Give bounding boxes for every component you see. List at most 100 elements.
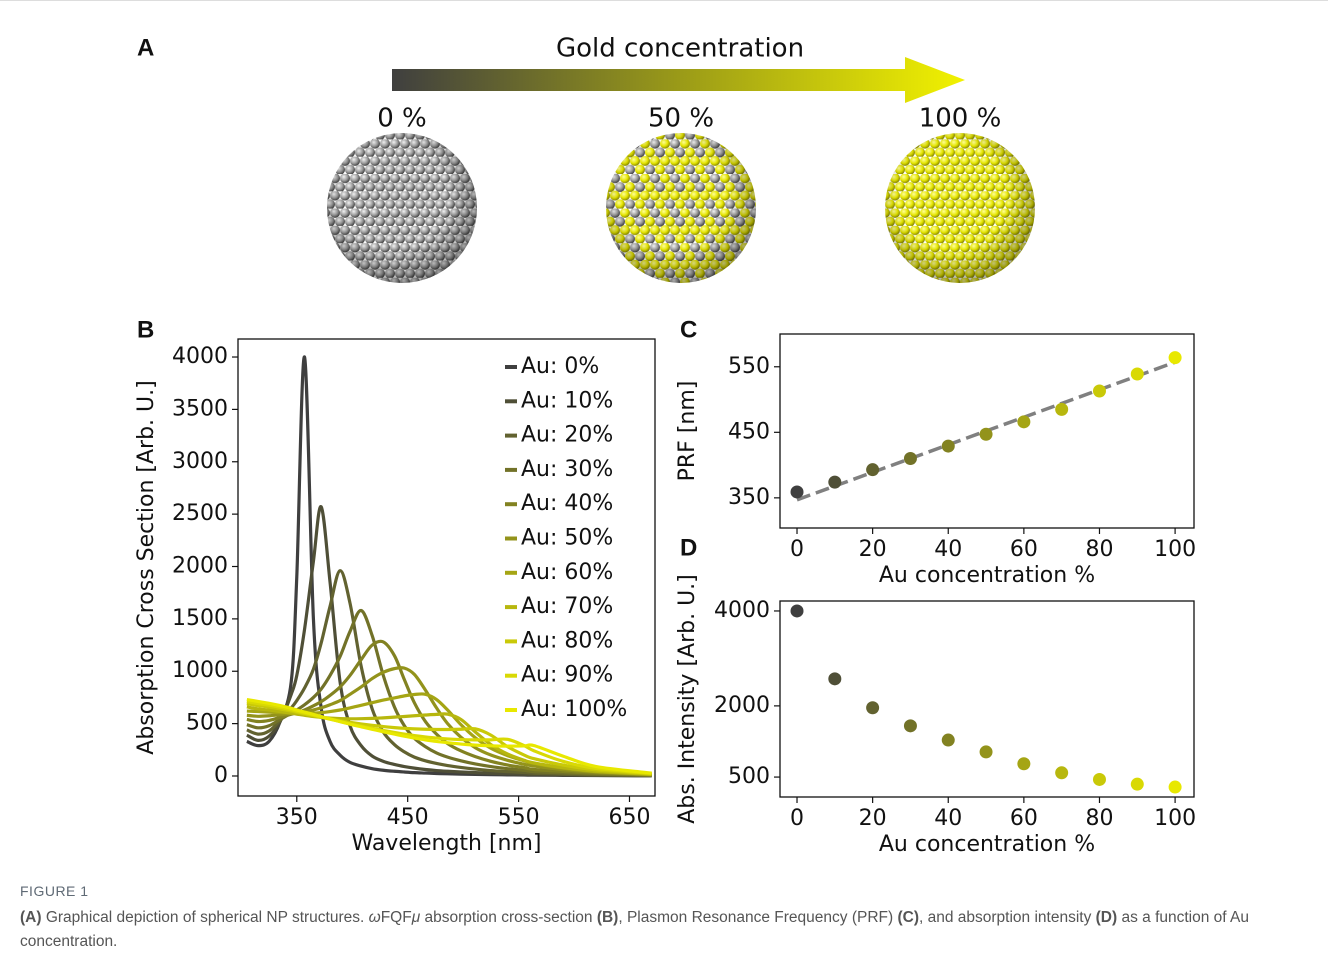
caption-segment: (D) bbox=[1096, 909, 1118, 926]
x-axis-label: Wavelength [nm] bbox=[351, 831, 541, 856]
nanoparticle bbox=[327, 133, 477, 283]
x-tick-label: 40 bbox=[934, 806, 962, 831]
x-tick-label: 60 bbox=[1010, 806, 1038, 831]
legend-label: Au: 100% bbox=[521, 697, 627, 722]
legend-label: Au: 20% bbox=[521, 423, 613, 448]
data-point bbox=[866, 463, 879, 476]
data-point bbox=[1017, 415, 1030, 428]
legend-label: Au: 10% bbox=[521, 388, 613, 413]
x-tick-label: 20 bbox=[859, 537, 887, 562]
x-tick-label: 100 bbox=[1154, 806, 1196, 831]
legend-label: Au: 90% bbox=[521, 663, 613, 688]
x-tick-label: 80 bbox=[1085, 537, 1113, 562]
y-tick-label: 4000 bbox=[172, 344, 228, 369]
caption-segment: , Plasmon Resonance Frequency (PRF) bbox=[618, 909, 897, 926]
x-tick-label: 350 bbox=[276, 805, 318, 830]
legend-label: Au: 40% bbox=[521, 491, 613, 516]
y-tick-label: 2000 bbox=[714, 693, 770, 718]
y-tick-label: 500 bbox=[186, 711, 228, 736]
data-point bbox=[1169, 351, 1182, 364]
caption-segment: μ bbox=[412, 909, 421, 926]
caption-segment: Graphical depiction of spherical NP stru… bbox=[42, 909, 369, 926]
data-point bbox=[866, 701, 879, 714]
data-point bbox=[828, 672, 841, 685]
caption-segment: , and absorption intensity bbox=[919, 909, 1096, 926]
legend-label: Au: 50% bbox=[521, 526, 613, 551]
data-point bbox=[1131, 367, 1144, 380]
data-point bbox=[791, 604, 804, 617]
x-tick-label: 60 bbox=[1010, 537, 1038, 562]
data-point bbox=[1055, 403, 1068, 416]
y-tick-label: 3000 bbox=[172, 449, 228, 474]
caption-segment: (C) bbox=[897, 909, 919, 926]
data-point bbox=[904, 719, 917, 732]
data-point bbox=[904, 452, 917, 465]
data-point bbox=[980, 745, 993, 758]
panel-title: Gold concentration bbox=[556, 34, 804, 64]
data-point bbox=[942, 440, 955, 453]
y-axis-label: PRF [nm] bbox=[675, 381, 700, 482]
caption-segment: ω bbox=[369, 909, 381, 926]
panel-label: C bbox=[680, 316, 697, 343]
legend-label: Au: 60% bbox=[521, 560, 613, 585]
figure-caption: (A) Graphical depiction of spherical NP … bbox=[20, 906, 1270, 954]
nanoparticle bbox=[885, 133, 1035, 283]
level-label: 0 % bbox=[377, 104, 427, 134]
legend-label: Au: 70% bbox=[521, 594, 613, 619]
figure-label: FIGURE 1 bbox=[20, 883, 89, 899]
y-tick-label: 4000 bbox=[714, 598, 770, 623]
figure: A Gold concentration 0 % 50 % 100 % B 350… bbox=[0, 1, 1328, 871]
panel-label: B bbox=[137, 316, 154, 343]
level-label: 50 % bbox=[648, 104, 714, 134]
x-tick-label: 80 bbox=[1085, 806, 1113, 831]
panel-label: D bbox=[680, 534, 697, 561]
x-tick-label: 0 bbox=[790, 537, 804, 562]
data-point bbox=[942, 734, 955, 747]
chart-panel: C 0 20 40 60 80 100 350 450 550 Au concentration %… bbox=[675, 316, 1196, 588]
figure-page: A Gold concentration 0 % 50 % 100 % B 350… bbox=[0, 0, 1328, 976]
y-tick-label: 500 bbox=[728, 764, 770, 789]
data-point bbox=[1055, 766, 1068, 779]
x-tick-label: 550 bbox=[498, 805, 540, 830]
y-tick-label: 0 bbox=[214, 763, 228, 788]
y-tick-label: 3500 bbox=[172, 396, 228, 421]
data-point bbox=[980, 428, 993, 441]
caption-segment: (B) bbox=[597, 909, 619, 926]
y-tick-label: 450 bbox=[728, 419, 770, 444]
data-point bbox=[1131, 778, 1144, 791]
x-tick-label: 0 bbox=[790, 806, 804, 831]
gradient-arrow bbox=[392, 57, 965, 103]
y-axis-label: Absorption Cross Section [Arb. U.] bbox=[134, 380, 159, 754]
legend-label: Au: 30% bbox=[521, 457, 613, 482]
data-point bbox=[1169, 781, 1182, 794]
legend-label: Au: 80% bbox=[521, 628, 613, 653]
y-tick-label: 2000 bbox=[172, 554, 228, 579]
data-point bbox=[828, 476, 841, 489]
y-tick-label: 1500 bbox=[172, 606, 228, 631]
x-tick-label: 450 bbox=[387, 805, 429, 830]
axes-frame bbox=[780, 601, 1194, 797]
x-axis-label: Au concentration % bbox=[879, 563, 1095, 588]
y-tick-label: 1000 bbox=[172, 658, 228, 683]
data-point bbox=[1093, 773, 1106, 786]
y-tick-label: 550 bbox=[728, 354, 770, 379]
legend-label: Au: 0% bbox=[521, 354, 599, 379]
y-tick-label: 350 bbox=[728, 485, 770, 510]
caption-segment: (A) bbox=[20, 909, 42, 926]
chart-panel: B 350 450 550 650 0 500 1000 1500 2000 2500 3000 350… bbox=[134, 316, 655, 856]
data-point bbox=[1017, 757, 1030, 770]
x-tick-label: 40 bbox=[934, 537, 962, 562]
nanoparticle bbox=[606, 133, 756, 283]
y-tick-label: 2500 bbox=[172, 501, 228, 526]
caption-segment: FQF bbox=[381, 909, 412, 926]
x-tick-label: 20 bbox=[859, 806, 887, 831]
y-axis-label: Abs. Intensity [Arb. U.] bbox=[675, 574, 700, 824]
data-point bbox=[791, 485, 804, 498]
data-point bbox=[1093, 385, 1106, 398]
caption-segment: absorption cross-section bbox=[420, 909, 597, 926]
x-tick-label: 100 bbox=[1154, 537, 1196, 562]
x-tick-label: 650 bbox=[608, 805, 650, 830]
x-axis-label: Au concentration % bbox=[879, 832, 1095, 857]
panel-label: A bbox=[137, 34, 154, 61]
level-label: 100 % bbox=[919, 104, 1002, 134]
